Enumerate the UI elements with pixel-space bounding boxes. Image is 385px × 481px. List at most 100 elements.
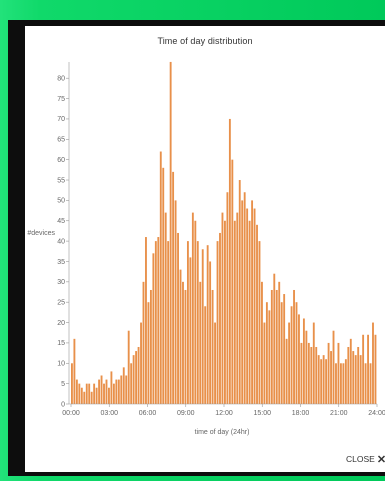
time-of-day-modal: Time of day distribution 0 5 10 15 20 25 30 35 4… bbox=[25, 26, 385, 472]
bar bbox=[322, 355, 325, 404]
bar bbox=[310, 346, 313, 404]
bar bbox=[209, 261, 212, 404]
bar bbox=[256, 224, 258, 404]
bar bbox=[298, 314, 300, 404]
bar bbox=[152, 253, 155, 404]
bar bbox=[295, 302, 298, 404]
bar bbox=[270, 289, 273, 404]
bar bbox=[374, 334, 377, 404]
bar bbox=[93, 383, 96, 404]
y-tick-label: 50 bbox=[57, 198, 65, 205]
bar bbox=[231, 159, 234, 404]
bar bbox=[327, 342, 330, 404]
bar bbox=[137, 346, 140, 404]
bar bbox=[122, 367, 125, 404]
bar bbox=[157, 237, 160, 404]
x-tick-label: 00:00 bbox=[62, 410, 80, 417]
bar bbox=[342, 363, 345, 404]
bar bbox=[105, 379, 108, 404]
bar bbox=[110, 371, 113, 404]
bar bbox=[108, 387, 110, 404]
y-tick-label: 40 bbox=[57, 238, 65, 245]
bar bbox=[142, 281, 145, 404]
bar bbox=[335, 363, 337, 404]
bar bbox=[115, 379, 118, 404]
bar bbox=[228, 118, 231, 404]
bar bbox=[275, 289, 278, 404]
bar bbox=[372, 322, 374, 404]
y-tick-label: 10 bbox=[57, 361, 65, 368]
bar bbox=[315, 346, 318, 404]
bar bbox=[149, 289, 152, 404]
bar bbox=[253, 208, 256, 404]
bar bbox=[265, 302, 268, 404]
bar bbox=[147, 302, 150, 404]
chart-title: Time of day distribution bbox=[157, 36, 253, 46]
bar bbox=[186, 241, 189, 404]
x-tick-label: 21:00 bbox=[330, 410, 348, 417]
bar bbox=[273, 273, 276, 404]
bar bbox=[191, 212, 194, 404]
bar bbox=[347, 346, 350, 404]
bar bbox=[145, 237, 147, 404]
bar bbox=[233, 220, 236, 404]
bar bbox=[246, 208, 249, 404]
bar bbox=[194, 220, 197, 404]
bar bbox=[221, 212, 224, 404]
bar bbox=[263, 322, 266, 404]
bar bbox=[196, 241, 199, 404]
y-tick-label: 70 bbox=[57, 116, 65, 123]
bar bbox=[130, 363, 133, 404]
bar bbox=[330, 351, 332, 404]
bar bbox=[344, 359, 347, 404]
bar bbox=[317, 355, 320, 404]
bar bbox=[268, 310, 271, 404]
bar bbox=[224, 220, 226, 404]
bar bbox=[169, 61, 172, 405]
y-tick-label: 80 bbox=[57, 76, 65, 83]
bar bbox=[199, 281, 202, 404]
bar bbox=[320, 359, 323, 404]
bar bbox=[135, 351, 138, 404]
bar bbox=[290, 306, 293, 404]
bar bbox=[120, 375, 123, 404]
y-tick-label: 75 bbox=[57, 96, 65, 103]
bar bbox=[288, 322, 291, 404]
x-tick-label: 03:00 bbox=[100, 410, 118, 417]
bar bbox=[337, 342, 340, 404]
bar bbox=[369, 363, 372, 404]
bar bbox=[214, 322, 216, 404]
bar bbox=[357, 346, 360, 404]
bar bbox=[95, 387, 98, 404]
bar bbox=[339, 363, 342, 404]
bar bbox=[88, 383, 91, 404]
bar bbox=[201, 249, 204, 404]
bar bbox=[167, 241, 170, 404]
y-tick-label: 15 bbox=[57, 340, 65, 347]
bar bbox=[251, 200, 254, 404]
bar bbox=[73, 338, 76, 404]
chart-axes: 0 5 10 15 20 25 30 35 40 45 50 55 60 65 70 75 80 00:00 03:… bbox=[57, 62, 385, 417]
bar bbox=[305, 330, 308, 404]
bar bbox=[300, 342, 303, 404]
bar bbox=[226, 192, 229, 404]
bar bbox=[83, 391, 86, 404]
bar bbox=[367, 334, 369, 404]
y-tick-label: 55 bbox=[57, 177, 65, 184]
close-label: CLOSE bbox=[346, 454, 375, 464]
bar bbox=[162, 167, 165, 404]
y-tick-label: 30 bbox=[57, 279, 65, 286]
bar bbox=[261, 281, 263, 404]
close-icon[interactable]: ✕ bbox=[376, 454, 385, 466]
bar bbox=[354, 355, 357, 404]
bar bbox=[184, 289, 187, 404]
bar bbox=[325, 359, 328, 404]
bar bbox=[100, 375, 103, 404]
bar bbox=[302, 318, 305, 404]
bar bbox=[140, 322, 142, 404]
close-button[interactable]: CLOSE ✕ bbox=[346, 453, 385, 466]
x-axis-label: time of day (24hr) bbox=[195, 429, 250, 436]
x-tick-label: 12:00 bbox=[215, 410, 233, 417]
bar bbox=[103, 383, 105, 404]
bar bbox=[117, 379, 120, 404]
